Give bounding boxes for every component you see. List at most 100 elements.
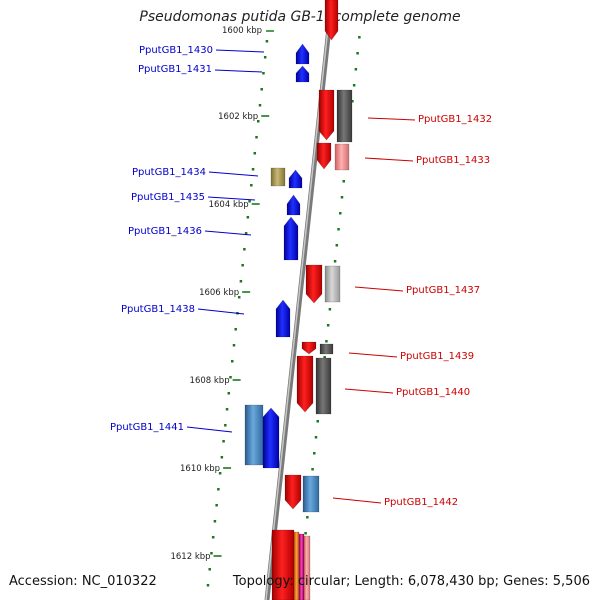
tick-mark (258, 104, 262, 107)
tick-mark (210, 552, 213, 555)
tick-mark (244, 232, 248, 235)
gene-label[interactable]: PputGB1_1442 (384, 497, 458, 508)
tick-mark (218, 472, 222, 475)
gene-label[interactable]: PputGB1_1439 (400, 351, 474, 362)
gene-feature[interactable] (295, 43, 310, 65)
gene-label[interactable]: PputGB1_1435 (131, 192, 205, 203)
tick-mark (250, 184, 253, 187)
tick-mark (260, 88, 263, 91)
gene-label[interactable]: PputGB1_1431 (138, 64, 212, 75)
gene-feature[interactable] (271, 529, 295, 600)
gene-label[interactable]: PputGB1_1430 (139, 45, 213, 56)
map-title: Pseudomonas putida GB-1, complete genome (139, 9, 461, 25)
kbp-label: 1610 kbp (180, 464, 220, 474)
gene-feature[interactable] (296, 355, 314, 413)
gene-feature[interactable] (293, 531, 300, 600)
gene-label[interactable]: PputGB1_1441 (110, 422, 184, 433)
tick-mark (263, 56, 267, 59)
tick-mark (217, 488, 220, 491)
tick-mark (339, 212, 342, 215)
tick-mark (314, 436, 318, 439)
tick-mark (241, 264, 244, 267)
gene-feature[interactable] (301, 341, 317, 355)
tick-mark (342, 180, 345, 183)
gene-feature[interactable] (262, 407, 280, 469)
gene-feature[interactable] (318, 89, 335, 141)
gene-label-leader (364, 157, 414, 162)
gene-feature[interactable] (334, 143, 350, 171)
gene-feature[interactable] (275, 299, 291, 338)
gene-track (244, 0, 353, 600)
tick-mark (262, 72, 265, 75)
gene-feature[interactable] (288, 169, 303, 189)
tick-mark (325, 340, 328, 343)
gene-label[interactable]: PputGB1_1436 (128, 226, 202, 237)
gene-feature[interactable] (303, 535, 311, 600)
gene-labels: PputGB1_1430 PputGB1_1431 PputGB1_1434 Pput… (110, 45, 492, 508)
kbp-label: 1600 kbp (222, 26, 262, 36)
gene-feature[interactable] (305, 264, 323, 304)
tick-mark (213, 520, 217, 523)
tick-mark (337, 228, 340, 231)
tick-mark (326, 324, 330, 327)
genome-summary-text: Topology: circular; Length: 6,078,430 bp… (232, 574, 590, 589)
kbp-label: 1612 kbp (170, 552, 210, 562)
gene-feature[interactable] (324, 0, 339, 41)
kbp-scale: 1600 kbp 1602 kbp 1604 kbp 1606 kbp 1608 kb… (170, 26, 274, 562)
tick-mark (257, 120, 260, 123)
tick-mark (356, 52, 359, 55)
gene-feature[interactable] (319, 343, 334, 355)
kbp-label: 1602 kbp (218, 112, 258, 122)
tick-mark (227, 392, 231, 395)
tick-mark (333, 260, 337, 263)
tick-mark (232, 344, 236, 347)
gene-feature[interactable] (298, 533, 305, 600)
gene-label[interactable]: PputGB1_1434 (132, 167, 206, 178)
gene-label-leader (204, 230, 252, 236)
gene-label-leader (197, 308, 245, 315)
gene-label[interactable]: PputGB1_1433 (416, 155, 490, 166)
tick-mark (304, 532, 307, 535)
gene-label-leader (354, 286, 404, 292)
gene-feature[interactable] (244, 404, 264, 466)
tick-mark (255, 136, 258, 139)
gene-feature[interactable] (336, 89, 353, 143)
tick-mark (253, 152, 257, 155)
gene-feature[interactable] (284, 474, 302, 510)
gene-label-leader (207, 196, 256, 201)
tick-mark (313, 452, 316, 455)
tick-mark (351, 100, 354, 103)
tick-mark (248, 200, 251, 203)
tick-mark (222, 440, 225, 443)
gene-feature[interactable] (324, 265, 341, 303)
gene-label[interactable]: PputGB1_1440 (396, 387, 470, 398)
tick-mark (237, 296, 241, 299)
gene-feature[interactable] (286, 194, 301, 216)
gene-label-leader (348, 352, 398, 358)
tick-mark (224, 424, 227, 427)
tick-mark (358, 36, 361, 39)
tick-ring-left (206, 40, 269, 587)
tick-mark (234, 328, 237, 331)
tick-mark (265, 40, 269, 43)
tick-mark (251, 168, 255, 171)
gene-feature[interactable] (315, 357, 332, 415)
tick-mark (306, 516, 309, 519)
gene-label[interactable]: PputGB1_1437 (406, 285, 480, 296)
tick-mark (352, 84, 356, 87)
gene-feature[interactable] (295, 65, 310, 83)
kbp-label: 1606 kbp (199, 288, 239, 298)
gene-label-leader (367, 117, 416, 121)
tick-mark (211, 536, 215, 539)
tick-mark (323, 356, 326, 359)
gene-label[interactable]: PputGB1_1432 (418, 114, 492, 125)
gene-feature[interactable] (270, 167, 286, 187)
gene-label[interactable]: PputGB1_1438 (121, 304, 195, 315)
gene-feature[interactable] (302, 475, 320, 513)
tick-mark (220, 456, 224, 459)
gene-feature[interactable] (316, 142, 332, 170)
gene-label-leader (332, 497, 382, 504)
gene-feature[interactable] (283, 216, 299, 261)
gene-label-leader (215, 49, 265, 53)
tick-mark (354, 68, 358, 71)
